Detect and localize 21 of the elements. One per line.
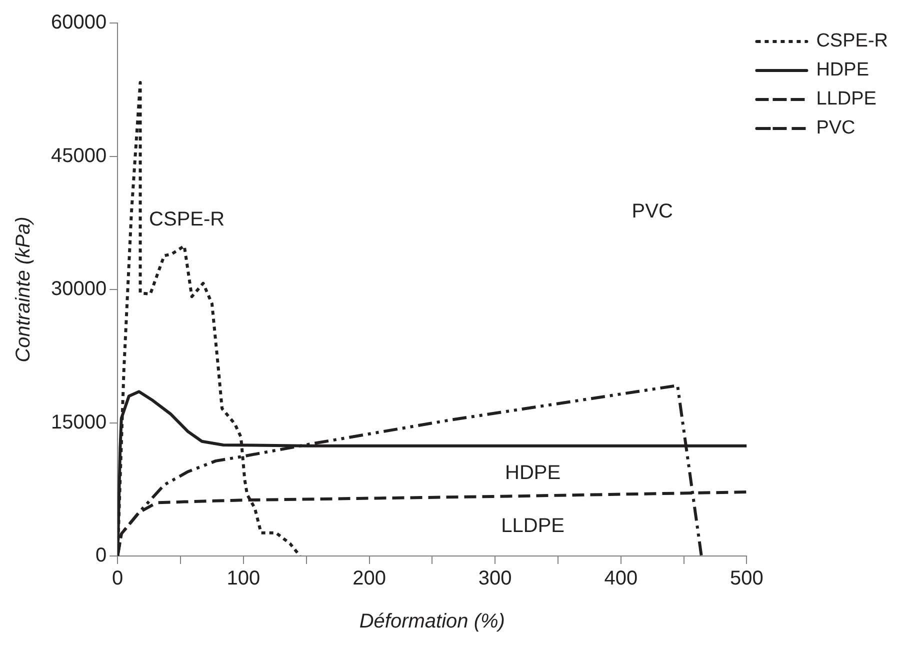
annotation: HDPE bbox=[505, 462, 561, 484]
y-tick-label: 45000 bbox=[50, 144, 107, 167]
y-tick-label: 0 bbox=[95, 544, 107, 567]
x-axis-title: Déformation (%) bbox=[359, 610, 505, 633]
annotation: CSPE-R bbox=[149, 208, 225, 231]
x-tick-label: 500 bbox=[730, 568, 764, 590]
legend-label: CSPE-R bbox=[816, 30, 888, 52]
x-tick-label: 400 bbox=[604, 568, 638, 590]
annotation: LLDPE bbox=[501, 515, 565, 538]
annotation: PVC bbox=[632, 200, 673, 223]
x-tick-label: 0 bbox=[112, 568, 124, 590]
x-tick-label: 300 bbox=[478, 568, 512, 590]
legend-label: HDPE bbox=[816, 60, 870, 81]
legend-label: LLDPE bbox=[816, 88, 876, 110]
x-tick-label: 100 bbox=[226, 568, 260, 590]
y-axis-title: Contrainte (kPa) bbox=[12, 216, 35, 362]
y-tick-label: 30000 bbox=[50, 278, 107, 300]
x-tick-label: 200 bbox=[352, 568, 386, 590]
y-tick-label: 15000 bbox=[50, 411, 107, 434]
y-tick-label: 60000 bbox=[50, 12, 107, 34]
legend-label: PVC bbox=[816, 118, 856, 139]
